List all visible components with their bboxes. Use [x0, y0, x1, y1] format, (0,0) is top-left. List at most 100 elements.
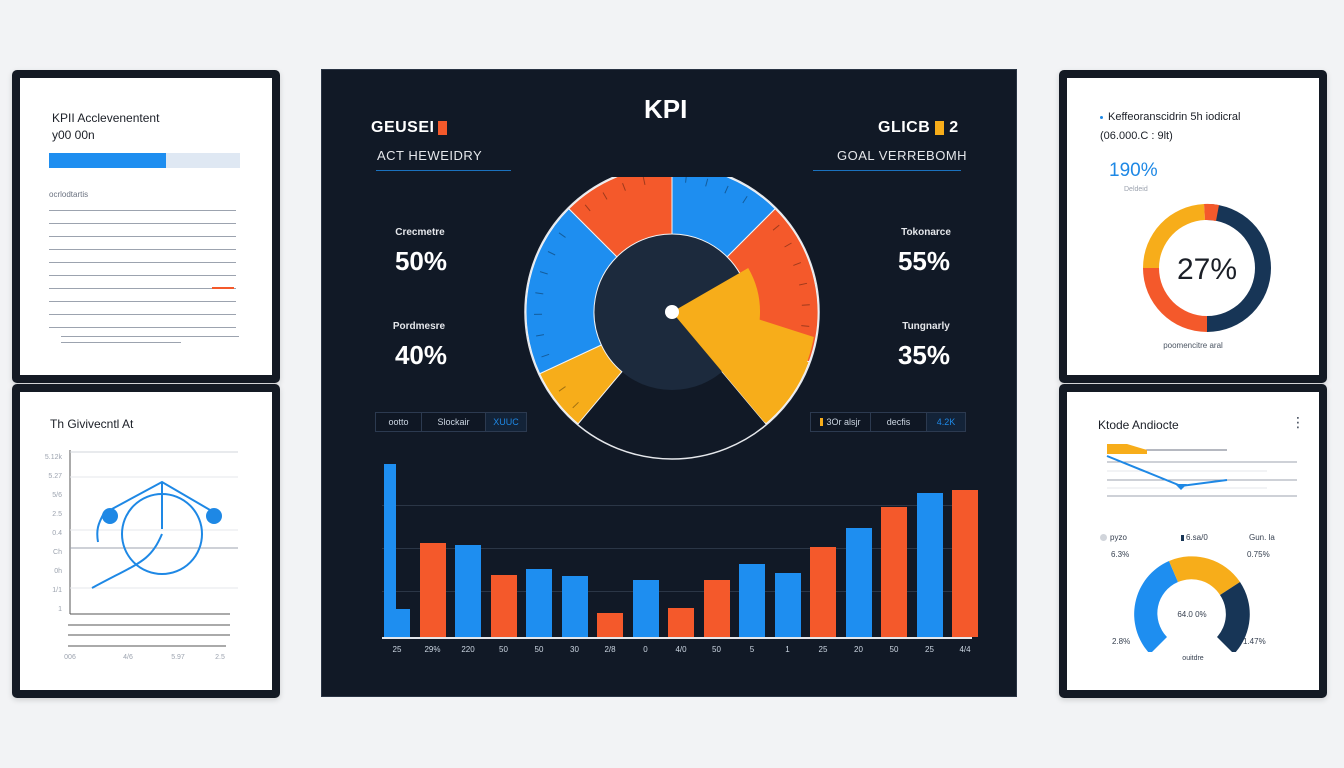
value-bottom-left: 2.8%: [1112, 637, 1131, 646]
bar-blue: [916, 493, 943, 637]
x-label: 25: [392, 645, 402, 654]
bar-orange: [668, 607, 694, 637]
bar-blue: [845, 527, 872, 637]
section-label: ocrlodtartis: [49, 190, 89, 199]
x-label: 220: [461, 645, 475, 654]
progress-bar: [49, 153, 240, 168]
x-tick: 4/6: [123, 654, 133, 661]
gauge-center-dot: [665, 305, 679, 319]
segment-option[interactable]: ootto: [376, 413, 422, 431]
value-bottom-right: 1.47%: [1243, 637, 1266, 646]
page-title: KPI: [644, 94, 688, 124]
card-title: KPII Acclevenentent y00 00n: [52, 110, 159, 144]
y-tick: 1/1: [52, 587, 62, 594]
x-tick: 2.5: [215, 654, 225, 661]
y-tick: 1: [58, 606, 62, 613]
card-title-text: Keffeoranscidrin 5h iodicral: [1108, 111, 1241, 123]
x-label: 1: [785, 645, 790, 654]
kpi-achievement-card: KPII Acclevenentent y00 00n ocrlodtartis: [12, 70, 280, 383]
gauge-segment: [525, 208, 618, 375]
stat-value: 55%: [897, 246, 951, 276]
bar-blue: [774, 572, 801, 637]
stat-label: Crecmetre: [395, 227, 445, 238]
text-line: [49, 236, 236, 237]
x-label: 4/0: [675, 645, 687, 654]
more-vert-icon[interactable]: ⋮: [1291, 414, 1305, 430]
value-top-left: 6.3%: [1111, 550, 1130, 559]
segment-option[interactable]: 3Or alsjr: [811, 413, 871, 431]
y-tick: 0h: [54, 568, 62, 575]
text-line: [61, 342, 181, 343]
segment-option-active[interactable]: 4.2K: [927, 413, 965, 431]
gauge-pointer: [672, 268, 814, 423]
bar-blue: [455, 545, 481, 637]
divider: [813, 170, 961, 171]
segment-option[interactable]: Slockair: [422, 413, 486, 431]
segment-option-label: 3Or alsjr: [826, 417, 861, 427]
text-line: [49, 327, 236, 328]
svg-text:27%: 27%: [1177, 253, 1237, 286]
legend-marker-icon: [1181, 534, 1184, 541]
bar-blue: [526, 569, 552, 637]
line-chart-card: Th Givivecntl At 5.12k 5.27 5/6 2.5 0.4 Ch 0h 1…: [12, 384, 280, 698]
circular-line-chart: [68, 450, 238, 647]
x-label: 2/8: [604, 645, 616, 654]
right-header-title: GLICB: [878, 119, 931, 136]
stat-value: 35%: [897, 340, 951, 370]
text-line: [49, 210, 236, 211]
x-label: 20: [854, 645, 863, 654]
segment-option[interactable]: decfis: [871, 413, 927, 431]
x-label: 4/4: [959, 645, 971, 654]
right-segmented-control[interactable]: 3Or alsjr decfis 4.2K: [810, 412, 966, 432]
x-label: 5: [749, 645, 755, 654]
stat-label: Pordmesre: [392, 321, 446, 332]
bullet-icon: [1100, 115, 1103, 119]
y-tick: 5.27: [48, 473, 62, 480]
progress-fill: [49, 153, 166, 168]
bar-blue: [561, 576, 588, 637]
text-line: [49, 314, 236, 315]
text-line: [49, 275, 236, 276]
kpi-dashboard-panel: KPI GEUSEI ACT HEWEIDRY GLICB 2 GOAL VER…: [321, 69, 1017, 697]
divider: [376, 170, 511, 171]
segment-option-active[interactable]: XUUC: [486, 413, 526, 431]
x-axis-labels: 25 29% 220 50 50 30 2/8 0 4/0 50 5 1 25 20 50 25 4/4: [382, 645, 972, 657]
x-label: 50: [499, 645, 508, 654]
sparkline-chart: [1106, 444, 1297, 497]
stat-value: 40%: [394, 340, 448, 370]
left-segmented-control[interactable]: ootto Slockair XUUC: [375, 412, 527, 432]
bar-orange: [810, 546, 836, 637]
bar-orange: [881, 506, 907, 637]
x-label: 29%: [424, 645, 441, 654]
legend-item: pyzo: [1100, 533, 1127, 542]
x-label: 50: [534, 645, 544, 654]
left-header-subtitle: ACT HEWEIDRY: [377, 148, 483, 163]
bar-orange: [703, 579, 730, 637]
card-title: Th Givivecntl At: [50, 417, 134, 431]
bar-blue: [384, 463, 396, 637]
donut-card: Keffeoranscidrin 5h iodicral (06.000.C :…: [1059, 70, 1327, 383]
legend-item: 6.sa/0: [1181, 533, 1208, 542]
svg-text:64.0 0%: 64.0 0%: [1177, 610, 1206, 619]
right-header-subtitle: GOAL VERREBOMH: [837, 148, 968, 163]
text-line: [61, 336, 239, 337]
right-header-badge: 2: [949, 119, 959, 136]
card-title: Ktode Andiocte: [1098, 418, 1179, 432]
orange-marker: [212, 287, 234, 289]
gauge-card: Ktode Andiocte ⋮ pyzo 6.sa/0 Gun. la 6.3…: [1059, 384, 1327, 698]
gauge-segment: [568, 177, 673, 258]
right-header: GLICB 2: [878, 119, 959, 137]
donut-chart: 27%: [1143, 203, 1271, 332]
gauge-footer: ouitdre: [1182, 655, 1204, 662]
right-accent-icon: [935, 121, 945, 135]
donut-footer: poomencitre aral: [1163, 341, 1223, 350]
card-title-line1: KPII Acclevenentent: [52, 111, 160, 125]
text-line: [49, 223, 236, 224]
x-label: 50: [889, 645, 899, 654]
bar-blue: [632, 579, 659, 637]
bar-blue: [739, 564, 765, 637]
x-label: 50: [712, 645, 721, 654]
headline-value: 190%: [1109, 160, 1158, 181]
y-tick: 0.4: [52, 530, 62, 537]
card-subtitle: (06.000.C : 9lt): [1100, 130, 1173, 142]
